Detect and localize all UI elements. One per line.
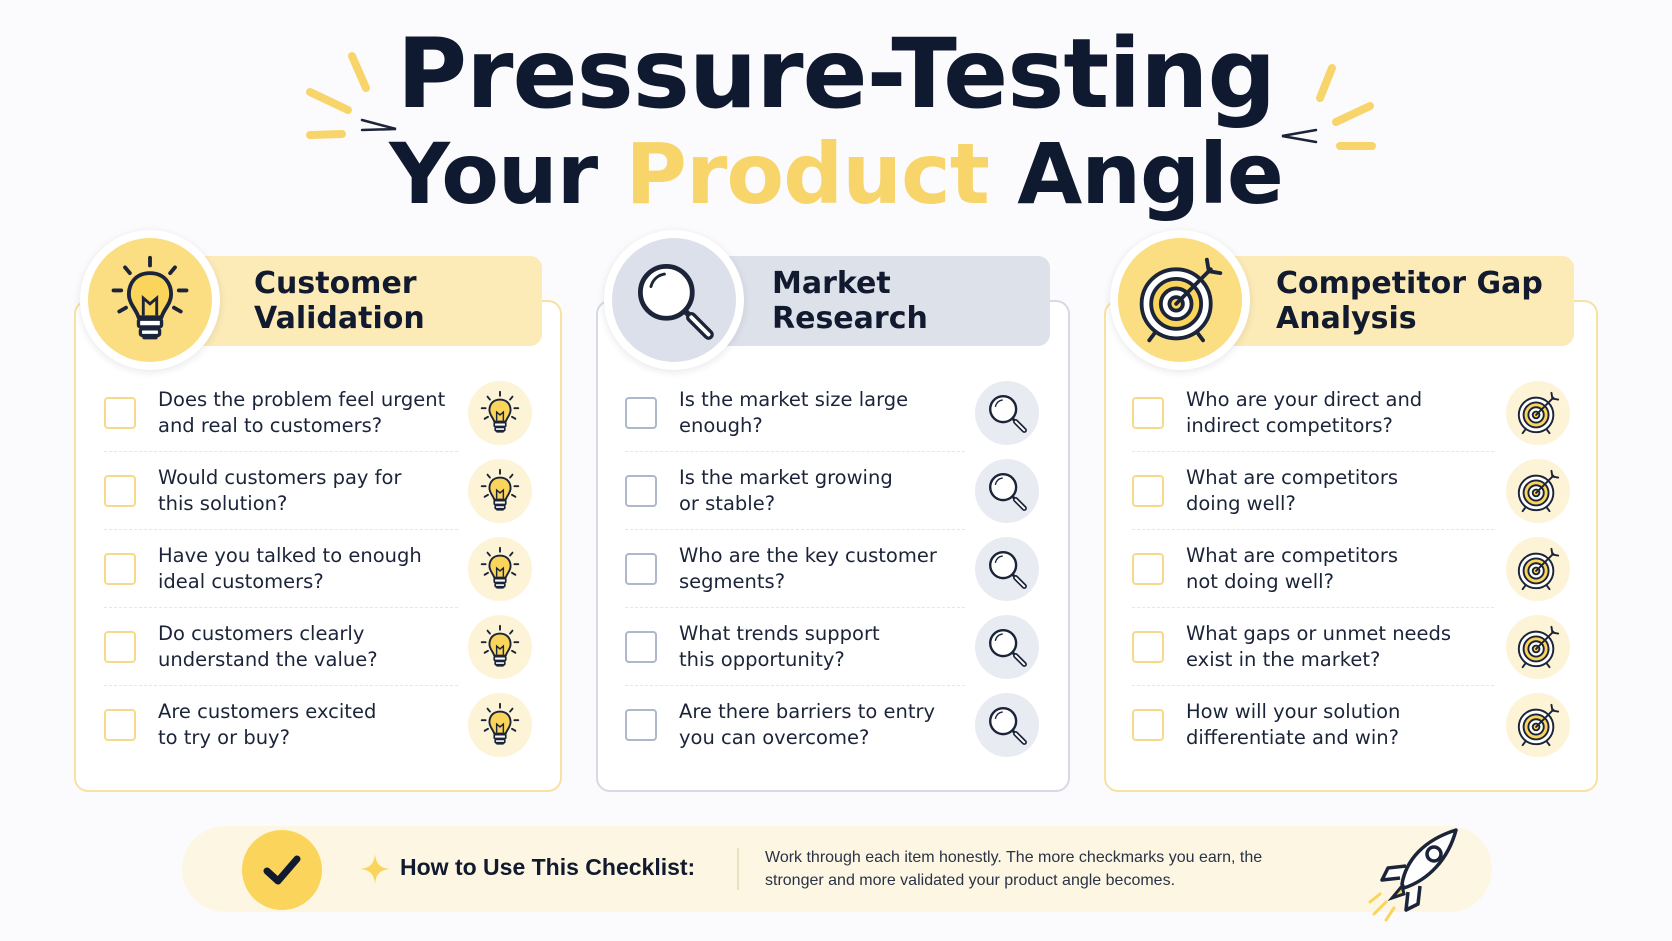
list-item: Is the market growing or stable? xyxy=(625,452,1045,530)
header-market-research: Market Research xyxy=(690,256,1050,346)
question-text: Would customers pay for this solution? xyxy=(158,466,402,515)
title-line-2: Your Product Angle xyxy=(0,126,1672,222)
magnifier-icon xyxy=(975,615,1039,679)
target-icon xyxy=(1506,693,1570,757)
question-text: How will your solution differentiate and… xyxy=(1186,700,1401,749)
list-item: Who are your direct and indirect competi… xyxy=(1132,374,1572,452)
list-item: How will your solution differentiate and… xyxy=(1132,686,1572,764)
list-item: Do customers clearly understand the valu… xyxy=(104,608,534,686)
list-item: What trends support this opportunity? xyxy=(625,608,1045,686)
question-text: Have you talked to enough ideal customer… xyxy=(158,544,422,593)
header-icon-circle xyxy=(80,230,220,370)
magnifier-icon xyxy=(975,381,1039,445)
sparkle-icon xyxy=(360,854,390,884)
checkbox[interactable] xyxy=(625,631,657,663)
column-title: Customer Validation xyxy=(254,266,425,336)
list-item: Are there barriers to entry you can over… xyxy=(625,686,1045,764)
lightbulb-icon xyxy=(468,381,532,445)
checkbox[interactable] xyxy=(104,475,136,507)
question-text: Is the market growing or stable? xyxy=(679,466,893,515)
list-item: Are customers excited to try or buy? xyxy=(104,686,534,764)
lightbulb-icon xyxy=(468,615,532,679)
checkbox[interactable] xyxy=(625,397,657,429)
list-item: What are competitors not doing well? xyxy=(1132,530,1572,608)
question-text: Does the problem feel urgent and real to… xyxy=(158,388,446,437)
checkbox[interactable] xyxy=(625,709,657,741)
question-text: Is the market size large enough? xyxy=(679,388,909,437)
checkbox[interactable] xyxy=(1132,709,1164,741)
target-icon xyxy=(1132,252,1228,348)
list-item: What gaps or unmet needs exist in the ma… xyxy=(1132,608,1572,686)
checkbox[interactable] xyxy=(1132,475,1164,507)
magnifier-icon xyxy=(975,459,1039,523)
target-icon xyxy=(1506,537,1570,601)
question-text: What are competitors doing well? xyxy=(1186,466,1399,515)
target-icon xyxy=(1506,615,1570,679)
checkbox[interactable] xyxy=(1132,397,1164,429)
header-customer-validation: Customer Validation xyxy=(170,256,542,346)
target-icon xyxy=(1506,459,1570,523)
lightbulb-icon xyxy=(468,459,532,523)
list-item: Is the market size large enough? xyxy=(625,374,1045,452)
checkbox[interactable] xyxy=(625,553,657,585)
rocket-icon xyxy=(1368,828,1458,922)
header-icon-circle xyxy=(1110,230,1250,370)
column-title: Competitor Gap Analysis xyxy=(1276,266,1543,336)
question-text: Are there barriers to entry you can over… xyxy=(679,700,936,749)
header-icon-circle xyxy=(604,230,744,370)
checkbox[interactable] xyxy=(104,631,136,663)
title-word-angle: Angle xyxy=(988,125,1284,223)
title-accent-word: Product xyxy=(625,125,990,223)
header-competitor-gap: Competitor Gap Analysis xyxy=(1196,256,1574,346)
lightbulb-icon xyxy=(102,252,198,348)
question-text: Who are the key customer segments? xyxy=(679,544,937,593)
checkbox[interactable] xyxy=(104,709,136,741)
list-item: Who are the key customer segments? xyxy=(625,530,1045,608)
page-title: Pressure-Testing Your Product Angle xyxy=(0,22,1672,222)
list-item: Have you talked to enough ideal customer… xyxy=(104,530,534,608)
title-line-1: Pressure-Testing xyxy=(396,18,1276,130)
checkmark-icon xyxy=(242,830,322,910)
question-text: Who are your direct and indirect competi… xyxy=(1186,388,1423,437)
footer-text: Work through each item honestly. The mor… xyxy=(765,849,1263,889)
question-text: Do customers clearly understand the valu… xyxy=(158,622,378,671)
question-text: What are competitors not doing well? xyxy=(1186,544,1399,593)
lightbulb-icon xyxy=(468,537,532,601)
burst-left-icon xyxy=(306,52,397,139)
question-text: Are customers excited to try or buy? xyxy=(158,700,377,749)
checkbox[interactable] xyxy=(1132,631,1164,663)
checkbox[interactable] xyxy=(104,553,136,585)
list-item: Does the problem feel urgent and real to… xyxy=(104,374,534,452)
lightbulb-icon xyxy=(468,693,532,757)
footer-divider xyxy=(737,848,739,890)
checkbox[interactable] xyxy=(1132,553,1164,585)
checkbox[interactable] xyxy=(625,475,657,507)
list-item: Would customers pay for this solution? xyxy=(104,452,534,530)
column-title: Market Research xyxy=(772,266,928,336)
magnifier-icon xyxy=(626,252,722,348)
target-icon xyxy=(1506,381,1570,445)
checkbox[interactable] xyxy=(104,397,136,429)
question-text: What gaps or unmet needs exist in the ma… xyxy=(1186,622,1452,671)
magnifier-icon xyxy=(975,693,1039,757)
title-word-your: Your xyxy=(389,125,626,223)
question-text: What trends support this opportunity? xyxy=(679,622,880,671)
burst-right-icon xyxy=(1281,64,1376,150)
list-item: What are competitors doing well? xyxy=(1132,452,1572,530)
footer-label: How to Use This Checklist: xyxy=(400,854,696,880)
magnifier-icon xyxy=(975,537,1039,601)
how-to-use-banner: How to Use This Checklist: Work through … xyxy=(182,826,1492,922)
